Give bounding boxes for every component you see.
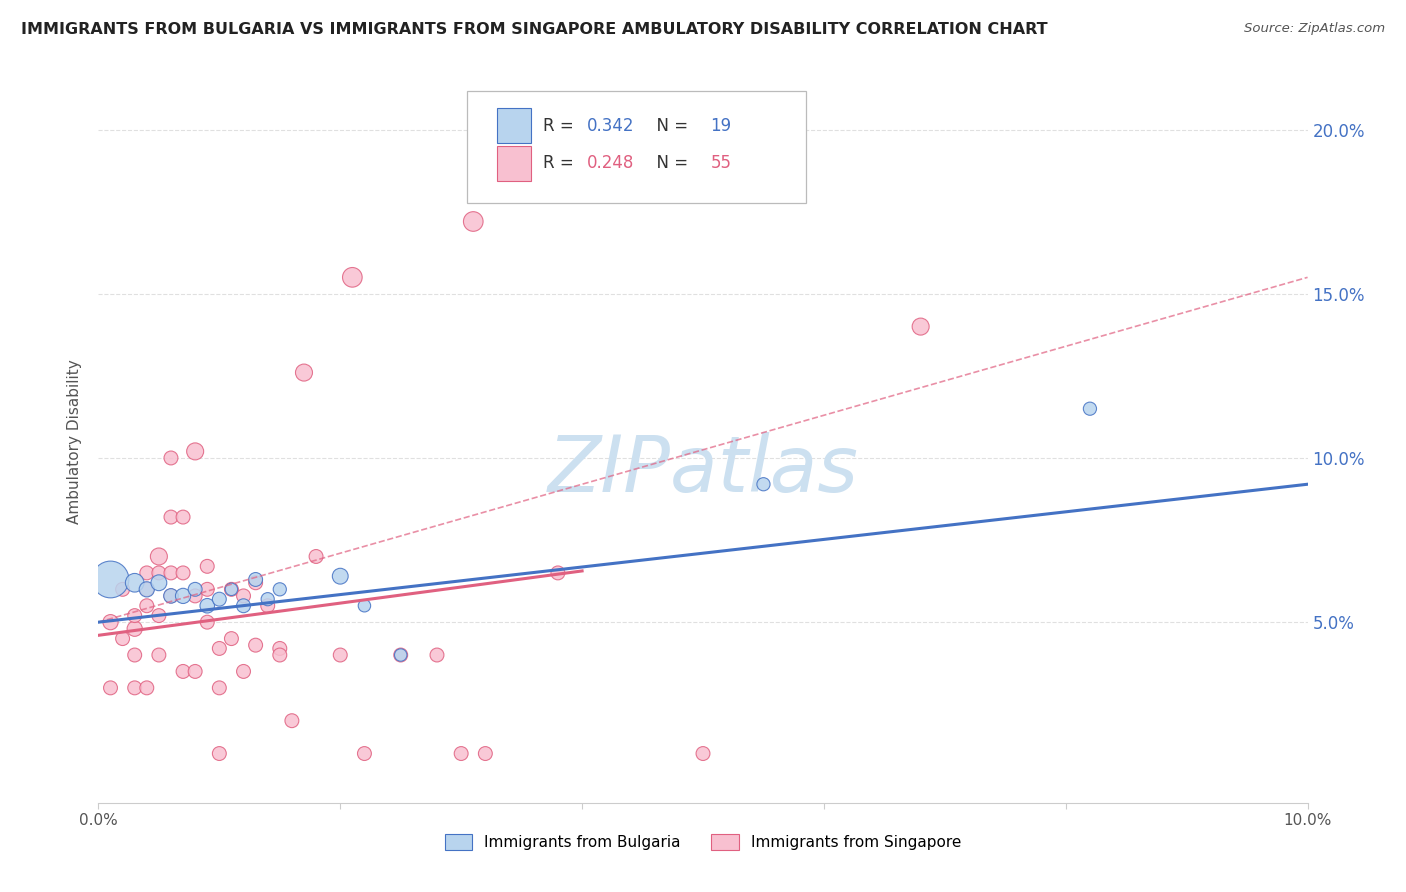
Point [1078,401,1101,416]
Point [148,566,170,580]
Text: N =: N = [647,154,693,172]
Point [245,575,267,590]
Text: IMMIGRANTS FROM BULGARIA VS IMMIGRANTS FROM SINGAPORE AMBULATORY DISABILITY CORR: IMMIGRANTS FROM BULGARIA VS IMMIGRANTS F… [21,22,1047,37]
Point [135,599,157,613]
Text: 0.342: 0.342 [586,117,634,135]
Point [124,648,146,662]
Point [111,632,134,646]
Point [195,582,218,597]
Point [329,569,352,583]
Text: 19: 19 [710,117,731,135]
Point [172,510,194,524]
Point [160,450,183,465]
Point [208,592,231,607]
Point [232,589,254,603]
Point [172,566,194,580]
Point [245,573,267,587]
Point [208,681,231,695]
Point [135,582,157,597]
FancyBboxPatch shape [467,91,806,203]
Point [195,559,218,574]
Point [124,575,146,590]
Point [910,319,932,334]
Point [172,589,194,603]
Point [135,566,157,580]
Point [292,366,315,380]
Point [195,599,218,613]
Text: ZIPatlas: ZIPatlas [547,433,859,508]
Point [221,582,243,597]
Point [450,747,472,761]
Point [195,615,218,630]
Point [329,648,352,662]
Point [305,549,328,564]
Point [100,681,122,695]
Point [692,747,714,761]
Point [124,622,146,636]
Text: R =: R = [543,117,579,135]
Text: Source: ZipAtlas.com: Source: ZipAtlas.com [1244,22,1385,36]
Text: R =: R = [543,154,579,172]
Point [232,599,254,613]
Point [474,747,496,761]
FancyBboxPatch shape [498,146,531,181]
Point [135,681,157,695]
Point [160,589,183,603]
Y-axis label: Ambulatory Disability: Ambulatory Disability [67,359,83,524]
Point [184,444,207,458]
Point [256,599,278,613]
Point [135,582,157,597]
Point [353,599,375,613]
Text: 0.248: 0.248 [586,154,634,172]
Point [100,573,122,587]
Point [269,648,291,662]
Point [148,648,170,662]
Point [353,747,375,761]
Point [208,641,231,656]
Point [463,214,485,228]
Point [184,665,207,679]
Point [208,747,231,761]
Point [426,648,449,662]
Point [245,638,267,652]
Point [184,582,207,597]
Legend: Immigrants from Bulgaria, Immigrants from Singapore: Immigrants from Bulgaria, Immigrants fro… [439,829,967,856]
Point [148,549,170,564]
Point [148,575,170,590]
FancyBboxPatch shape [498,109,531,143]
Point [256,592,278,607]
Point [232,665,254,679]
Point [342,270,364,285]
Point [281,714,304,728]
Point [160,566,183,580]
Point [160,589,183,603]
Point [221,582,243,597]
Point [389,648,412,662]
Point [160,510,183,524]
Point [269,641,291,656]
Point [148,608,170,623]
Text: N =: N = [647,117,693,135]
Point [184,589,207,603]
Point [111,582,134,597]
Point [124,608,146,623]
Point [389,648,412,662]
Point [752,477,775,491]
Point [547,566,569,580]
Text: 55: 55 [710,154,731,172]
Point [221,632,243,646]
Point [124,681,146,695]
Point [269,582,291,597]
Point [172,665,194,679]
Point [100,615,122,630]
